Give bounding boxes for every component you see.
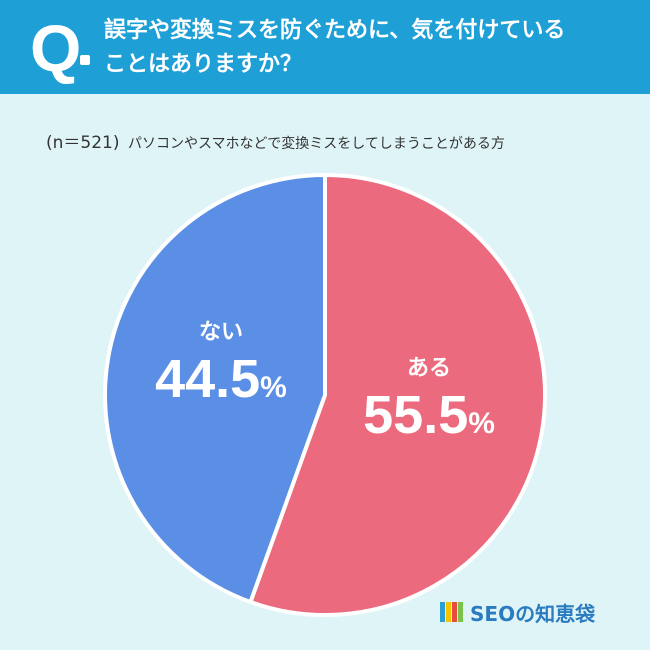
question-line-1: 誤字や変換ミスを防ぐために、気を付けている [104, 18, 566, 43]
logo-bar-3 [452, 602, 457, 622]
sample-description: (n＝521) パソコンやスマホなどで変換ミスをしてしまうことがある方 [46, 128, 626, 153]
question-header: Q 誤字や変換ミスを防ぐために、気を付けている ことはありますか？ [0, 0, 650, 94]
brand-logo-icon [440, 602, 464, 622]
question-line-2: ことはありますか？ [104, 52, 303, 77]
logo-bar-1 [440, 602, 445, 622]
brand-name: SEOの知恵袋 [470, 601, 596, 626]
slice-value-1: 55.5% [363, 385, 495, 445]
question-text: 誤字や変換ミスを防ぐために、気を付けている ことはありますか？ [104, 14, 634, 82]
q-mark: Q [30, 11, 82, 85]
slice-label-2: ない [199, 320, 243, 345]
pie-slice-1 [248, 173, 547, 617]
logo-bar-4 [458, 602, 463, 622]
pie-slice-2 [103, 173, 327, 604]
sample-size: (n＝521) [46, 133, 120, 153]
slice-value-2: 44.5% [155, 349, 287, 409]
sample-subtitle: パソコンやスマホなどで変換ミスをしてしまうことがある方 [127, 136, 505, 152]
logo-bar-2 [446, 602, 451, 622]
q-dot [80, 55, 90, 65]
slice-label-1: ある [407, 356, 451, 381]
brand-footer: SEOの知恵袋 [440, 597, 595, 627]
